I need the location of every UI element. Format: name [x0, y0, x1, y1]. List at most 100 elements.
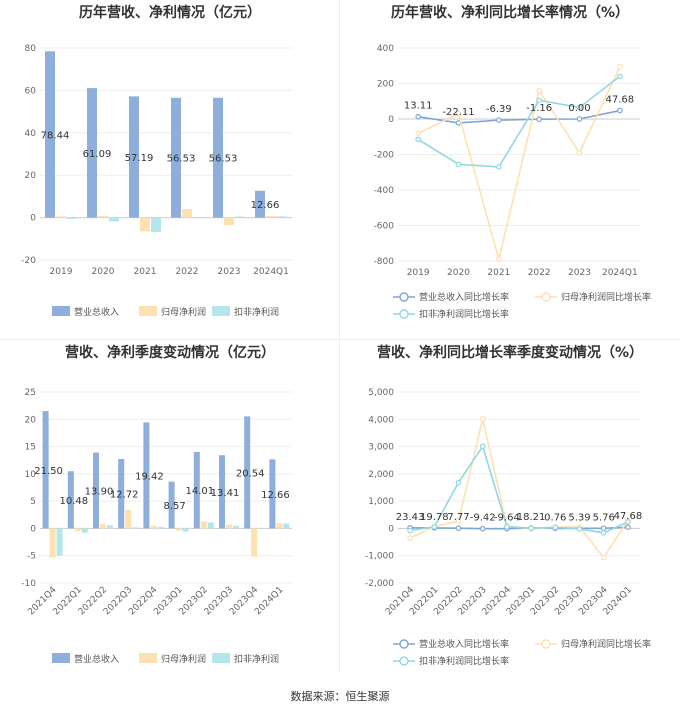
- y-tick-label: 2,000: [368, 470, 394, 480]
- series-point: [431, 523, 438, 530]
- data-label: -6.39: [486, 104, 512, 115]
- series-point: [576, 526, 583, 532]
- legend-swatch: [52, 306, 70, 316]
- bar-net-profit: [175, 528, 182, 531]
- bar-net-profit: [200, 521, 207, 529]
- bar-deducted-profit: [56, 528, 63, 556]
- y-tick-label: -600: [374, 222, 395, 232]
- bar-revenue: [42, 411, 49, 529]
- data-label: -9.42: [470, 513, 496, 524]
- bar-deducted-profit: [107, 525, 113, 529]
- bar-deducted-profit: [235, 216, 245, 218]
- data-label: 13.41: [211, 488, 240, 499]
- series-point: [576, 149, 583, 156]
- bar-deducted-profit: [132, 527, 139, 529]
- horizontal-divider: [0, 339, 680, 340]
- bar-revenue: [143, 422, 150, 529]
- data-label: 13.90: [85, 487, 114, 498]
- series-line-deducted-profit-growth: [409, 444, 629, 534]
- y-tick-label: 0: [30, 214, 36, 224]
- vertical-divider: [339, 0, 340, 672]
- series-point: [479, 443, 486, 450]
- y-tick-label: 0: [30, 524, 36, 534]
- series-point: [455, 110, 462, 117]
- x-tick-label: 2019: [50, 267, 73, 277]
- bar-deducted-profit: [81, 528, 88, 533]
- legend-marker: [399, 639, 409, 649]
- data-label: 78.44: [41, 130, 70, 141]
- legend-swatch: [139, 653, 157, 663]
- legend-label: 扣非净利润: [234, 306, 279, 318]
- y-tick-label: -20: [21, 256, 36, 266]
- chart-title: 营收、净利季度变动情况（亿元）: [65, 344, 275, 361]
- legend-label: 归母净利润同比增长率: [561, 291, 651, 303]
- legend-marker: [399, 309, 409, 319]
- x-tick-label: 2023: [218, 267, 241, 277]
- bar-revenue: [219, 455, 225, 529]
- legend-label: 营业总收入同比增长率: [419, 638, 509, 650]
- series-point: [536, 87, 542, 94]
- series-point: [528, 525, 534, 531]
- legend-label: 营业总收入: [74, 306, 119, 318]
- bar-revenue: [67, 471, 74, 529]
- y-tick-label: 40: [25, 129, 37, 139]
- bar-deducted-profit: [67, 217, 77, 219]
- data-label: 12.66: [251, 200, 280, 211]
- series-point: [617, 63, 623, 70]
- y-tick-label: 0: [388, 524, 394, 534]
- bar-revenue: [168, 481, 175, 529]
- y-tick-label: 5: [30, 497, 36, 507]
- bar-net-profit: [226, 524, 232, 529]
- y-tick-label: 25: [25, 388, 36, 398]
- bar-net-profit: [266, 215, 276, 218]
- legend-label: 扣非净利润同比增长率: [419, 655, 509, 667]
- data-label: -22.11: [442, 107, 474, 118]
- legend-swatch: [52, 653, 70, 663]
- data-label: 21.50: [34, 466, 63, 477]
- series-point: [600, 529, 607, 536]
- series-point: [496, 117, 502, 123]
- data-label: 56.53: [209, 154, 238, 165]
- x-tick-label: 2021: [134, 267, 157, 277]
- y-tick-label: -5: [27, 552, 36, 562]
- bar-net-profit: [251, 528, 258, 557]
- data-label: 57.19: [125, 153, 154, 164]
- bar-revenue: [244, 416, 251, 529]
- bar-deducted-profit: [277, 216, 287, 218]
- y-tick-label: 80: [25, 44, 37, 54]
- y-tick-label: 3,000: [368, 443, 394, 453]
- series-point: [600, 554, 607, 561]
- legend-label: 营业总收入同比增长率: [419, 291, 509, 303]
- series-point: [617, 107, 623, 114]
- series-point: [415, 130, 421, 137]
- data-label: -1.16: [526, 103, 552, 114]
- bar-revenue: [193, 451, 200, 529]
- quarterly-revenue-profit-chart: 营收、净利季度变动情况（亿元） -10 -5 0 5 10 15 20 25 2021Q4 2022…: [0, 340, 340, 680]
- series-point: [479, 415, 486, 422]
- bar-net-profit: [150, 525, 157, 529]
- bar-net-profit: [56, 216, 66, 218]
- data-label: 23.43: [396, 512, 425, 523]
- y-tick-label: 15: [25, 443, 36, 453]
- data-label: 56.53: [167, 154, 196, 165]
- series-point: [600, 525, 607, 532]
- bar-revenue: [129, 96, 139, 218]
- bar-deducted-profit: [258, 528, 265, 529]
- data-label: 18.21: [517, 512, 546, 523]
- quarterly-growth-rate-chart: 营收、净利同比增长率季度变动情况（%） -2,000 -1,000 0 1,000 2,0…: [340, 340, 680, 680]
- series-line-deducted-profit-growth: [417, 75, 621, 168]
- data-label: 20.54: [236, 468, 265, 479]
- x-tick-label: 2022: [176, 267, 199, 277]
- series-point: [552, 524, 559, 531]
- bar-deducted-profit: [157, 526, 164, 529]
- series-point: [407, 535, 413, 541]
- data-label: 8.57: [163, 501, 185, 512]
- bar-deducted-profit: [109, 217, 119, 222]
- legend-label: 归母净利润: [161, 306, 206, 318]
- legend-swatch: [212, 653, 230, 663]
- x-tick-label: 2023: [568, 268, 591, 278]
- x-tick-label: 2020: [92, 267, 115, 277]
- data-label: 12.66: [261, 490, 290, 501]
- data-label: 47.68: [606, 95, 635, 106]
- legend-marker: [399, 656, 409, 666]
